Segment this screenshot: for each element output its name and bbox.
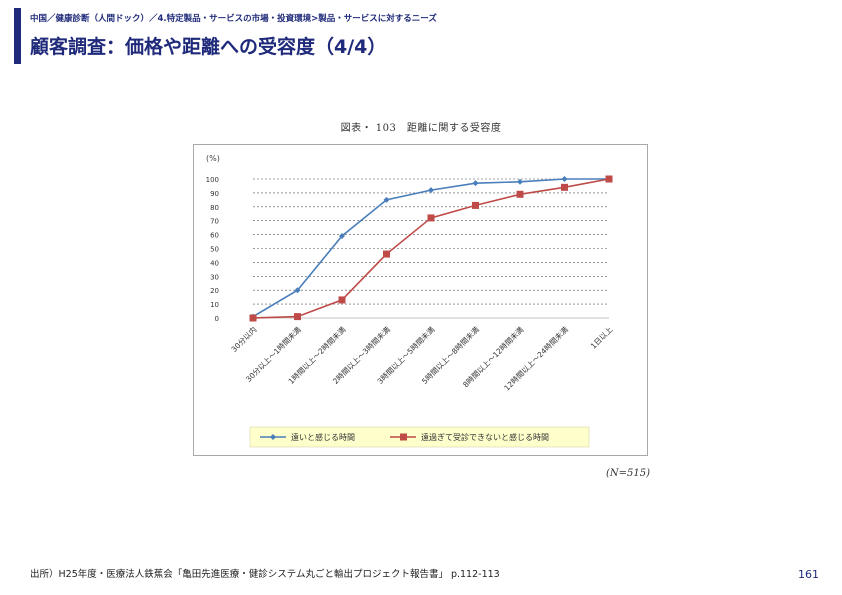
legend-label: 遠いと感じる時間 — [291, 432, 355, 442]
y-axis-unit-label: (%) — [206, 154, 220, 163]
y-tick-label: 100 — [206, 176, 219, 184]
sample-size-note: (N=515) — [606, 468, 651, 479]
line-chart: (%)010203040506070809010030分以内30分以上～1時間未… — [206, 154, 615, 448]
data-point-square — [249, 314, 257, 322]
data-point-diamond — [517, 178, 523, 185]
data-point-square — [427, 214, 435, 222]
data-point-diamond — [472, 180, 479, 187]
chart-frame — [193, 144, 648, 456]
legend-box — [249, 426, 590, 448]
page-title: 顧客調査：価格や距離への受容度（4/4） — [30, 36, 387, 58]
x-tick-label: 1日以上 — [589, 325, 615, 351]
legend-label: 遠過ぎて受診できないと感じる時間 — [421, 432, 549, 442]
y-tick-label: 60 — [210, 232, 219, 240]
series-line-1 — [252, 178, 609, 318]
data-point-diamond — [339, 232, 345, 239]
data-point-square — [561, 183, 568, 191]
data-point-square — [338, 296, 346, 304]
data-point-square — [516, 190, 524, 198]
legend-marker-diamond — [270, 434, 276, 440]
source-citation: 出所）H25年度・医療法人鉄蕉会「亀田先進医療・健診システム丸ごと輸出プロジェク… — [30, 569, 500, 580]
x-tick-label: 30分以内 — [229, 324, 259, 354]
y-tick-label: 0 — [215, 315, 219, 323]
y-tick-label: 40 — [210, 259, 219, 267]
y-tick-label: 70 — [210, 218, 219, 226]
y-tick-label: 10 — [210, 301, 219, 309]
data-point-square — [472, 201, 479, 209]
y-tick-label: 90 — [210, 190, 219, 198]
data-point-diamond — [428, 187, 434, 194]
y-tick-label: 30 — [210, 273, 219, 281]
legend-marker-square — [400, 433, 407, 441]
chart-title: 図表・ 103 距離に関する受容度 — [340, 123, 502, 134]
data-point-diamond — [561, 176, 568, 182]
breadcrumb: 中国／健康診断（人間ドック）／4.特定製品・サービスの市場・投資環境>製品・サー… — [30, 14, 437, 24]
data-point-square — [605, 175, 613, 183]
page-number: 161 — [798, 568, 819, 581]
data-point-diamond — [383, 196, 390, 203]
title-accent-bar — [14, 8, 21, 64]
data-point-square — [294, 313, 301, 321]
y-tick-label: 20 — [210, 287, 219, 295]
y-tick-label: 50 — [210, 246, 219, 254]
y-tick-label: 80 — [210, 204, 219, 212]
data-point-diamond — [294, 287, 301, 294]
data-point-square — [383, 250, 390, 258]
